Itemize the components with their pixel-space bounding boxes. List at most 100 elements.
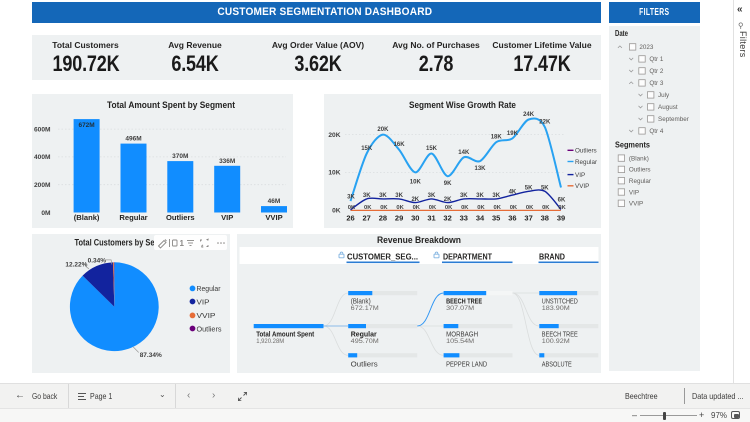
svg-text:Date: Date (615, 29, 628, 38)
svg-text:336M: 336M (219, 158, 235, 165)
svg-text:2K: 2K (444, 197, 452, 203)
svg-text:5K: 5K (525, 186, 533, 192)
svg-text:0K: 0K (477, 205, 485, 211)
svg-text:87.34%: 87.34% (140, 352, 162, 359)
svg-text:36: 36 (508, 214, 516, 223)
svg-text:4K: 4K (509, 189, 517, 195)
svg-text:Segments: Segments (615, 140, 651, 149)
svg-text:307.07M: 307.07M (446, 305, 474, 312)
svg-text:28: 28 (379, 214, 387, 223)
svg-text:VIP: VIP (575, 172, 585, 179)
svg-text:July: July (658, 92, 670, 99)
svg-text:0K: 0K (493, 205, 501, 211)
svg-text:Regular: Regular (575, 159, 597, 166)
svg-text:16K: 16K (394, 142, 406, 148)
svg-text:200M: 200M (34, 182, 51, 189)
svg-text:30: 30 (411, 214, 419, 223)
svg-text:3K: 3K (347, 195, 355, 201)
svg-text:14K: 14K (458, 150, 470, 156)
svg-text:VVIP: VVIP (575, 183, 589, 190)
svg-text:26: 26 (346, 214, 354, 223)
svg-text:BRAND: BRAND (539, 253, 565, 262)
svg-text:20K: 20K (377, 127, 389, 133)
svg-text:VIP: VIP (197, 297, 210, 306)
svg-text:ABSOLUTE: ABSOLUTE (542, 359, 572, 368)
svg-text:0K: 0K (445, 205, 453, 211)
svg-text:32: 32 (443, 214, 451, 223)
svg-text:0K: 0K (348, 205, 356, 211)
svg-text:Qtr 2: Qtr 2 (649, 68, 663, 75)
svg-text:(Blank): (Blank) (74, 213, 100, 222)
svg-text:0K: 0K (429, 205, 437, 211)
svg-text:Outliers: Outliers (197, 324, 222, 333)
svg-text:3K: 3K (395, 193, 403, 199)
svg-text:0K: 0K (380, 205, 388, 211)
svg-text:0K: 0K (542, 205, 550, 211)
svg-text:0K: 0K (364, 205, 372, 211)
svg-text:400M: 400M (34, 154, 51, 161)
svg-text:Regular: Regular (119, 213, 147, 222)
svg-text:0K: 0K (510, 205, 518, 211)
svg-text:0K: 0K (332, 208, 341, 215)
svg-text:Outliers: Outliers (575, 148, 597, 155)
svg-text:PEPPER LAND: PEPPER LAND (446, 359, 487, 368)
svg-text:0.34%: 0.34% (88, 258, 107, 265)
svg-text:24K: 24K (523, 112, 535, 118)
svg-text:Regular: Regular (197, 284, 221, 293)
svg-text:37: 37 (524, 214, 532, 223)
svg-text:BEECH TREE: BEECH TREE (542, 329, 578, 338)
svg-text:19K: 19K (507, 131, 519, 137)
svg-text:27: 27 (363, 214, 371, 223)
svg-text:5K: 5K (541, 186, 549, 192)
svg-text:3K: 3K (379, 193, 387, 199)
svg-text:3K: 3K (363, 193, 371, 199)
svg-text:August: August (658, 104, 678, 111)
svg-text:39: 39 (557, 214, 565, 223)
svg-text:(Blank): (Blank) (629, 155, 649, 162)
svg-text:1: 1 (180, 239, 185, 248)
svg-text:DEPARTMENT: DEPARTMENT (443, 253, 492, 262)
svg-text:Total Customers by Se: Total Customers by Se (75, 238, 155, 248)
svg-text:CUSTOMER_SEG...: CUSTOMER_SEG... (347, 253, 418, 262)
svg-text:6K: 6K (558, 198, 566, 204)
svg-text:2K: 2K (411, 197, 419, 203)
svg-text:Regular: Regular (351, 329, 377, 338)
svg-text:29: 29 (395, 214, 403, 223)
svg-text:Outliers: Outliers (629, 167, 651, 174)
svg-text:100.92M: 100.92M (542, 338, 570, 345)
svg-text:3K: 3K (476, 193, 484, 199)
svg-text:1,920.28M: 1,920.28M (256, 338, 284, 345)
svg-text:2023: 2023 (639, 44, 654, 51)
svg-text:105.54M: 105.54M (446, 338, 474, 345)
svg-text:Segment Wise Growth Rate: Segment Wise Growth Rate (409, 100, 516, 110)
svg-text:VVIP: VVIP (629, 201, 643, 208)
svg-text:Total Amount Spent: Total Amount Spent (256, 329, 315, 338)
svg-text:18K: 18K (491, 135, 503, 141)
svg-text:0K: 0K (461, 205, 469, 211)
svg-text:MORBAGH: MORBAGH (446, 329, 478, 338)
svg-text:Qtr 1: Qtr 1 (649, 56, 663, 63)
svg-text:Outliers: Outliers (166, 213, 195, 222)
svg-text:370M: 370M (172, 153, 188, 160)
svg-text:BEECH TREE: BEECH TREE (446, 296, 482, 305)
svg-text:UNSTITCHED: UNSTITCHED (542, 296, 578, 305)
svg-text:Qtr 3: Qtr 3 (649, 80, 663, 87)
svg-text:3K: 3K (492, 193, 500, 199)
svg-text:Regular: Regular (629, 178, 651, 185)
svg-text:0K: 0K (413, 205, 421, 211)
svg-text:15K: 15K (361, 146, 373, 152)
svg-text:31: 31 (427, 214, 435, 223)
svg-text:Qtr 4: Qtr 4 (649, 128, 663, 135)
svg-text:VVIP: VVIP (197, 311, 216, 320)
svg-text:38: 38 (541, 214, 549, 223)
svg-text:34: 34 (476, 214, 485, 223)
svg-text:3K: 3K (428, 193, 436, 199)
svg-text:672M: 672M (78, 122, 94, 129)
svg-text:12.22%: 12.22% (65, 262, 87, 269)
svg-text:183.90M: 183.90M (542, 305, 570, 312)
svg-text:496M: 496M (125, 136, 141, 143)
svg-text:20K: 20K (328, 132, 340, 139)
svg-text:Outliers: Outliers (351, 359, 378, 368)
svg-text:Total Amount Spent by Segment: Total Amount Spent by Segment (107, 100, 235, 110)
svg-text:46M: 46M (268, 198, 281, 205)
